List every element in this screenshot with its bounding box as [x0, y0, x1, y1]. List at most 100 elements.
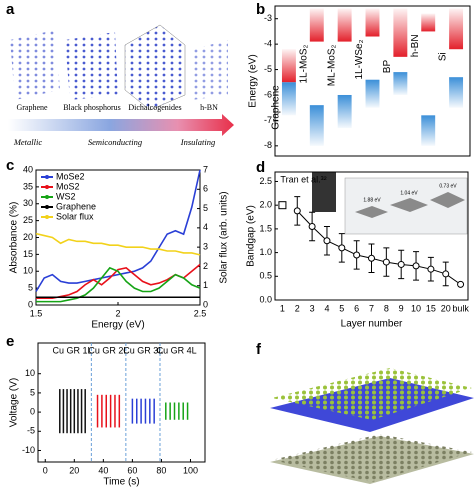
y-tick-label: 3 — [203, 242, 208, 252]
y-tick-label: 0.0 — [259, 294, 272, 304]
panel-label: a — [6, 1, 15, 18]
band-bar — [281, 82, 296, 116]
panel-label: c — [6, 157, 14, 174]
band-bar — [337, 94, 352, 129]
legend-label: Solar flux — [56, 211, 94, 221]
axis-label: Energy (eV) — [91, 320, 144, 331]
group-label: Cu GR 2L — [88, 345, 128, 355]
class-label: Insulating — [180, 137, 215, 147]
data-point — [338, 244, 346, 252]
x-tick-label: 5 — [339, 303, 344, 313]
data-point — [323, 237, 331, 245]
material-label: h-BN — [200, 103, 218, 112]
axis-label: Time (s) — [103, 477, 139, 488]
category-label: BP — [382, 60, 393, 74]
data-point — [382, 258, 390, 266]
band-bar — [337, 8, 352, 42]
x-tick-label: 9 — [399, 303, 404, 313]
axis-label: Bandgap (eV) — [246, 205, 257, 267]
y-tick-label: 25 — [23, 215, 33, 225]
material-label: Graphene — [16, 103, 48, 112]
x-tick-label: 2.5 — [194, 308, 207, 318]
y-tick-label: 2 — [203, 261, 208, 271]
inset-label: 1.88 eV — [363, 197, 381, 203]
axis-label: Solar flux (arb. units) — [219, 191, 230, 283]
y-tick-label: -4 — [264, 39, 272, 49]
x-tick-label: 100 — [183, 465, 198, 475]
class-label: Semiconducting — [88, 137, 142, 147]
y-tick-label: 1.5 — [259, 223, 272, 233]
y-tick-label: 6 — [203, 184, 208, 194]
y-tick-label: -5 — [264, 64, 272, 74]
inset-label: 0.73 eV — [439, 183, 457, 189]
panel-label: f — [256, 341, 262, 358]
x-tick-label: 10 — [411, 303, 421, 313]
y-tick-label: -3 — [264, 13, 272, 23]
y-tick-label: 2.0 — [259, 200, 272, 210]
data-point — [412, 262, 420, 270]
category-label: ML-MoS₂ — [326, 44, 337, 86]
plot-frame — [274, 5, 471, 157]
data-point — [278, 201, 287, 210]
legend-marker — [45, 175, 49, 179]
y-tick-label: -8 — [264, 140, 272, 150]
y-tick-label: -7 — [264, 115, 272, 125]
series-line — [36, 266, 201, 303]
data-point — [308, 223, 316, 231]
band-bar — [281, 49, 296, 83]
plot-frame — [274, 171, 469, 301]
y-tick-label: 1.0 — [259, 247, 272, 257]
legend-label: MoS2 — [56, 181, 80, 191]
inset-label: 1.04 eV — [400, 190, 418, 196]
x-tick-label: 2 — [115, 308, 120, 318]
x-tick-label: 7 — [369, 303, 374, 313]
data-point — [293, 207, 301, 215]
group-label: Cu GR 3L — [123, 345, 163, 355]
x-tick-label: 20 — [69, 465, 79, 475]
legend-marker — [45, 205, 49, 209]
y-tick-label: 20 — [23, 232, 33, 242]
x-tick-label: 2 — [295, 303, 300, 313]
material-label: Black phosphorus — [63, 103, 121, 112]
y-tick-label: 5 — [28, 283, 33, 293]
category-label: h-BN — [410, 34, 421, 57]
band-bar — [449, 8, 464, 50]
legend-label: Graphene — [56, 201, 96, 211]
panel-f-art — [270, 368, 474, 484]
x-tick-label: 3 — [310, 303, 315, 313]
class-label: Metallic — [13, 137, 43, 147]
band-bar — [309, 8, 324, 42]
y-tick-label: -6 — [264, 89, 272, 99]
panel-label: b — [256, 1, 265, 18]
axis-label: Layer number — [341, 319, 403, 330]
x-tick-label: 60 — [127, 465, 137, 475]
y-tick-label: 0.5 — [259, 271, 272, 281]
y-tick-label: 35 — [23, 181, 33, 191]
group-label: Cu GR 1L — [52, 345, 92, 355]
annotation: Tran et al.³² — [280, 174, 326, 184]
y-tick-label: 40 — [23, 164, 33, 174]
band-bar — [365, 79, 380, 108]
x-tick-label: 40 — [98, 465, 108, 475]
y-tick-label: 10 — [25, 368, 35, 378]
y-tick-label: 5 — [30, 387, 35, 397]
data-point — [353, 251, 361, 259]
x-tick-label: 20 — [441, 303, 451, 313]
data-point — [427, 265, 435, 273]
legend-marker — [45, 195, 49, 199]
x-tick-label: 1 — [280, 303, 285, 313]
axis-label: Energy (eV) — [248, 54, 259, 107]
band-bar — [421, 115, 436, 146]
series-line — [35, 169, 201, 292]
axis-label: Absorbance (%) — [9, 202, 20, 274]
axis-label: Voltage (V) — [9, 378, 20, 427]
inset-image — [312, 172, 468, 235]
category-label: 1L-MoS₂ — [298, 44, 309, 83]
legend-marker — [45, 185, 49, 189]
plot-frame — [37, 342, 206, 463]
y-tick-label: -10 — [22, 445, 35, 455]
y-tick-label: -5 — [27, 426, 35, 436]
y-tick-label: 30 — [23, 198, 33, 208]
y-tick-label: 0 — [30, 406, 35, 416]
y-tick-label: 1 — [203, 280, 208, 290]
